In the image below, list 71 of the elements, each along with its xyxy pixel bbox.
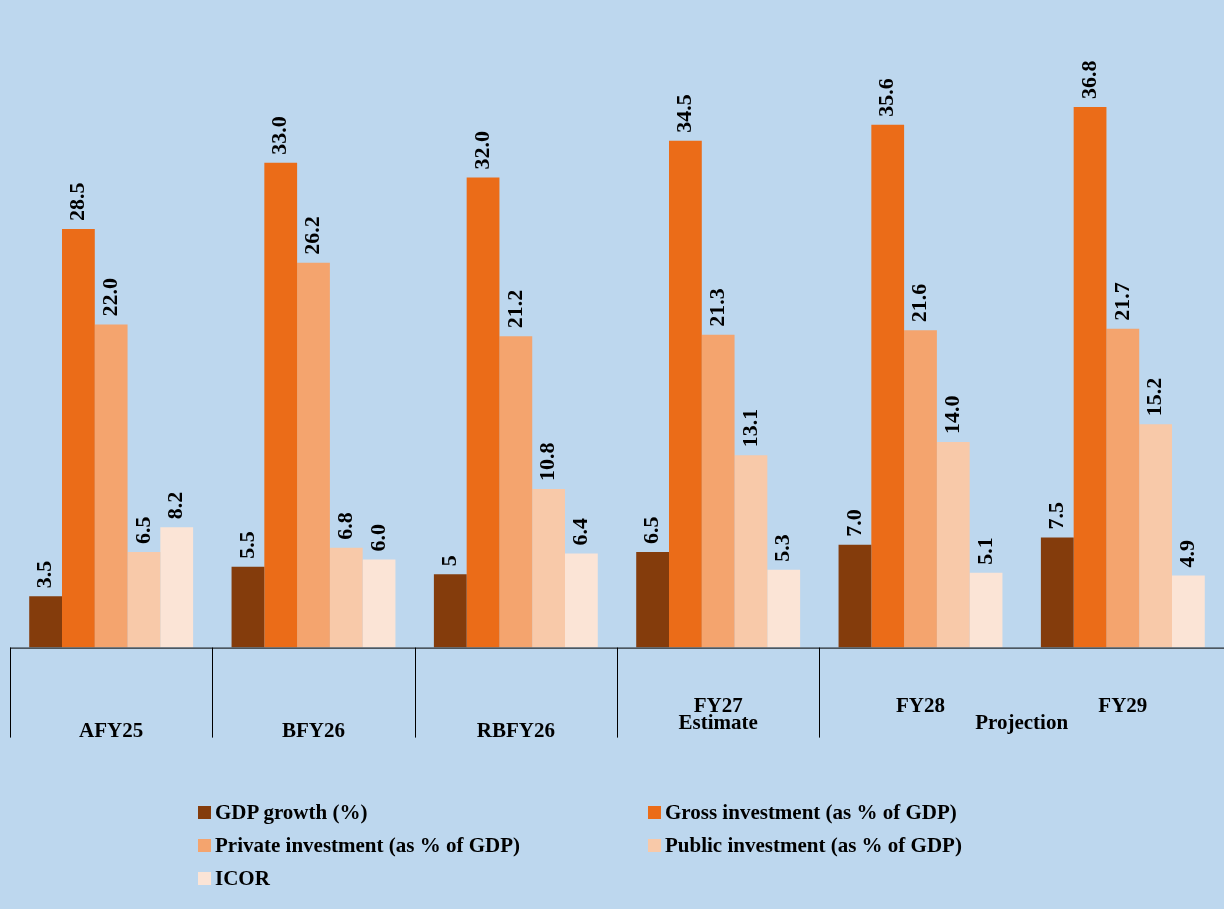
bar xyxy=(1073,107,1107,648)
data-label: 7.0 xyxy=(840,509,866,537)
data-label: 4.9 xyxy=(1174,540,1200,568)
data-label: 34.5 xyxy=(671,94,697,133)
x-tick-label: FY29 xyxy=(1098,692,1148,717)
x-tick-label: BFY26 xyxy=(282,717,345,742)
data-label: 21.6 xyxy=(906,283,932,323)
legend-label: GDP growth (%) xyxy=(215,800,368,825)
bar xyxy=(466,177,500,648)
data-label: 35.6 xyxy=(873,78,899,117)
bar xyxy=(433,574,467,648)
bar xyxy=(362,559,396,648)
data-label: 6.4 xyxy=(567,518,593,546)
data-label: 8.2 xyxy=(162,491,188,520)
bar xyxy=(1139,424,1172,648)
bar xyxy=(734,455,768,648)
data-label: 5.1 xyxy=(971,537,997,565)
data-label: 5 xyxy=(435,555,461,567)
data-label: 21.7 xyxy=(1108,282,1134,321)
bar xyxy=(701,334,735,648)
legend-label: Gross investment (as % of GDP) xyxy=(665,800,957,825)
data-label: 15.2 xyxy=(1141,377,1167,417)
data-label: 28.5 xyxy=(64,182,90,221)
bar xyxy=(329,547,363,648)
data-label: 5.5 xyxy=(233,531,259,559)
bar xyxy=(499,336,533,648)
data-label: 6.8 xyxy=(331,512,357,540)
bar xyxy=(838,544,872,648)
bar xyxy=(969,572,1003,648)
bar xyxy=(1040,537,1074,648)
bar xyxy=(669,140,702,648)
data-label: 6.5 xyxy=(638,516,664,545)
x-tick-label: FY28 xyxy=(896,692,945,717)
data-label: 32.0 xyxy=(468,131,494,170)
bar xyxy=(871,124,905,648)
legend-label: Public investment (as % of GDP) xyxy=(665,833,962,858)
bar xyxy=(297,262,330,648)
bar xyxy=(1172,575,1205,648)
bar xyxy=(231,566,265,648)
data-label: 26.2 xyxy=(299,216,325,255)
bar xyxy=(94,324,128,648)
bar xyxy=(936,441,970,648)
data-label: 36.8 xyxy=(1075,60,1101,100)
data-label: 13.1 xyxy=(736,408,762,448)
x-tick-label: AFY25 xyxy=(79,717,144,742)
data-label: 5.3 xyxy=(769,534,795,562)
data-label: 21.2 xyxy=(501,289,527,329)
bar xyxy=(636,552,669,648)
bar xyxy=(264,162,298,648)
x-tick-label: RBFY26 xyxy=(476,717,555,742)
bar xyxy=(127,552,161,648)
bar xyxy=(1106,328,1140,648)
data-label: 14.0 xyxy=(938,395,964,434)
data-label: 33.0 xyxy=(266,116,292,155)
bar xyxy=(160,527,194,648)
data-label: 6.0 xyxy=(364,523,390,552)
data-label: 22.0 xyxy=(96,277,122,317)
bar xyxy=(904,330,937,648)
text: Projection xyxy=(975,710,1069,735)
bar xyxy=(767,569,801,648)
legend-label: Private investment (as % of GDP) xyxy=(215,833,521,858)
data-label: 6.5 xyxy=(129,516,155,545)
bar xyxy=(532,488,565,648)
data-label: 10.8 xyxy=(534,442,560,481)
bar xyxy=(29,596,62,648)
bar xyxy=(62,228,95,648)
data-label: 21.3 xyxy=(703,288,729,327)
bar xyxy=(565,553,598,648)
legend-label: ICOR xyxy=(215,866,270,891)
data-label: 3.5 xyxy=(31,560,57,589)
data-label: 7.5 xyxy=(1042,501,1068,530)
